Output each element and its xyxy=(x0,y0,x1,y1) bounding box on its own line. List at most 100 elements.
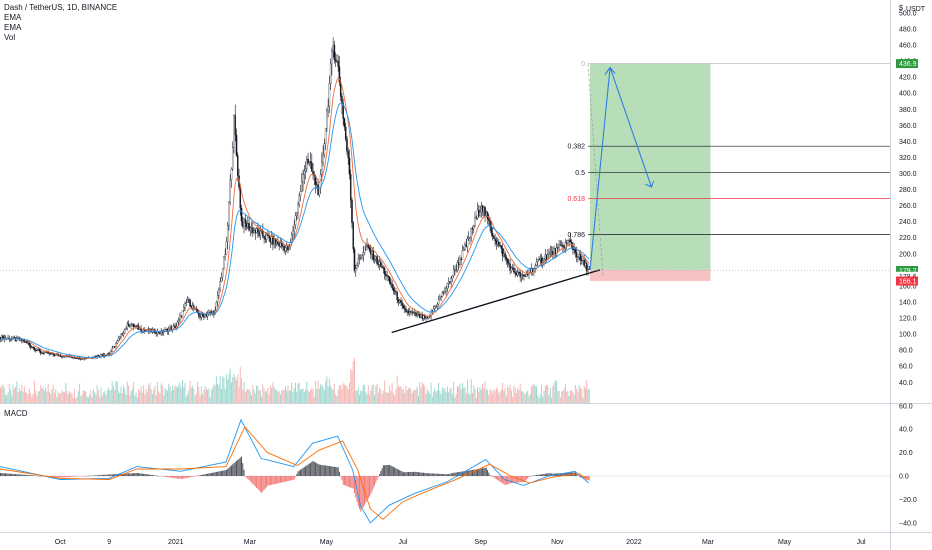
candle-body xyxy=(172,325,175,327)
candle-body xyxy=(263,236,265,239)
volume-bar xyxy=(557,391,559,403)
volume-bar xyxy=(301,388,303,403)
candle-body xyxy=(216,295,219,303)
macd-histogram-bar xyxy=(173,476,175,478)
legend-volume[interactable]: Vol xyxy=(4,33,16,42)
price-tick-label: 160.0 xyxy=(899,283,917,290)
candle-body xyxy=(377,263,380,265)
support-trendline[interactable] xyxy=(391,269,601,334)
volume-bar xyxy=(586,380,588,403)
macd-histogram-bar xyxy=(75,476,77,477)
candle-body xyxy=(125,328,127,330)
macd-histogram-bar xyxy=(291,476,293,481)
macd-histogram-bar xyxy=(497,476,499,481)
macd-histogram-bar xyxy=(200,474,202,476)
macd-histogram-bar xyxy=(228,467,230,476)
macd-histogram-bar xyxy=(6,473,8,476)
candle-body xyxy=(259,230,262,236)
volume-bar xyxy=(81,394,83,403)
macd-histogram-bar xyxy=(495,476,497,480)
macd-histogram-bar xyxy=(322,465,324,476)
drawings[interactable] xyxy=(391,66,655,334)
volume-bar xyxy=(425,393,427,403)
volume-bar xyxy=(421,382,423,403)
candle-body xyxy=(219,281,221,290)
fib-level-label: 0.618 xyxy=(567,196,585,203)
candle-body xyxy=(467,237,470,240)
price-tick-label: 200.0 xyxy=(899,251,917,258)
volume-bar xyxy=(22,391,24,403)
stop-zone[interactable] xyxy=(589,269,711,282)
macd-histogram-bar xyxy=(410,471,412,476)
volume-bar xyxy=(547,384,549,403)
candle-body xyxy=(42,352,44,355)
candle-body xyxy=(185,302,188,304)
price-tick-label: 340.0 xyxy=(899,139,917,146)
candle-body xyxy=(337,60,339,67)
macd-histogram-bar xyxy=(144,474,146,476)
volume-bar xyxy=(47,383,49,403)
candle-body xyxy=(292,230,294,235)
legend-ema-2[interactable]: EMA xyxy=(4,23,22,32)
macd-histogram-bar xyxy=(278,476,280,484)
volume-bar xyxy=(193,388,195,403)
macd-histogram-bar xyxy=(312,461,314,476)
macd-histogram-bar xyxy=(369,476,371,497)
volume-bar xyxy=(494,391,496,403)
legend-symbol[interactable]: Dash / TetherUS, 1D, BINANCE xyxy=(4,3,118,12)
target-zone[interactable] xyxy=(589,63,711,270)
volume-bar xyxy=(380,389,382,403)
candle-body xyxy=(442,292,445,294)
macd-histogram-bar xyxy=(184,476,186,479)
volume-bar xyxy=(197,381,199,403)
time-tick-label: May xyxy=(778,539,792,546)
macd-legend[interactable]: MACD xyxy=(4,409,28,418)
volume-bar xyxy=(396,375,398,403)
macd-histogram-bar xyxy=(381,468,383,476)
volume-bar xyxy=(51,389,53,403)
volume-bar xyxy=(455,393,457,403)
volume-bar xyxy=(326,376,328,403)
macd-histogram-bar xyxy=(107,474,109,476)
macd-histogram-bar xyxy=(175,476,177,479)
macd-histogram-bar xyxy=(318,464,320,476)
price-tick-label: 40.0 xyxy=(899,380,913,387)
volume-bar xyxy=(268,394,270,403)
volume-bar xyxy=(470,379,472,403)
volume-bar xyxy=(515,393,517,403)
macd-histogram-bar xyxy=(139,473,141,476)
volume-bar xyxy=(379,387,381,403)
volume-bar xyxy=(562,391,564,403)
signal-line xyxy=(0,426,589,520)
candle-body xyxy=(16,337,18,341)
legend-ema-1[interactable]: EMA xyxy=(4,13,22,22)
volume-bar xyxy=(293,387,295,403)
volume-bar xyxy=(584,388,586,403)
macd-histogram-bar xyxy=(209,473,211,476)
macd-tick-label: 40.0 xyxy=(899,427,913,434)
macd-histogram-bar xyxy=(190,476,192,478)
macd-histogram-bar xyxy=(99,475,101,476)
candle-body xyxy=(380,261,382,267)
macd-histogram-bar xyxy=(55,476,57,478)
chart-legend[interactable]: Dash / TetherUS, 1D, BINANCE EMA EMA Vol xyxy=(4,3,117,43)
volume-bar xyxy=(117,391,119,403)
volume-bar xyxy=(291,382,293,403)
candle-body xyxy=(41,352,43,354)
candle-body xyxy=(569,239,572,243)
long-position-tool[interactable] xyxy=(589,63,711,282)
volume-bar xyxy=(419,381,421,403)
volume-bar xyxy=(569,390,571,403)
macd-histogram-bar xyxy=(416,472,418,476)
macd-histogram-bar xyxy=(302,467,304,476)
fib-trend-line[interactable] xyxy=(587,63,604,277)
volume-bar xyxy=(283,389,285,403)
volume-bar xyxy=(533,384,535,403)
candle-body xyxy=(445,288,447,292)
volume-bar xyxy=(154,385,156,403)
macd-histogram-bar xyxy=(494,476,496,479)
macd-histogram-bar xyxy=(262,476,264,492)
